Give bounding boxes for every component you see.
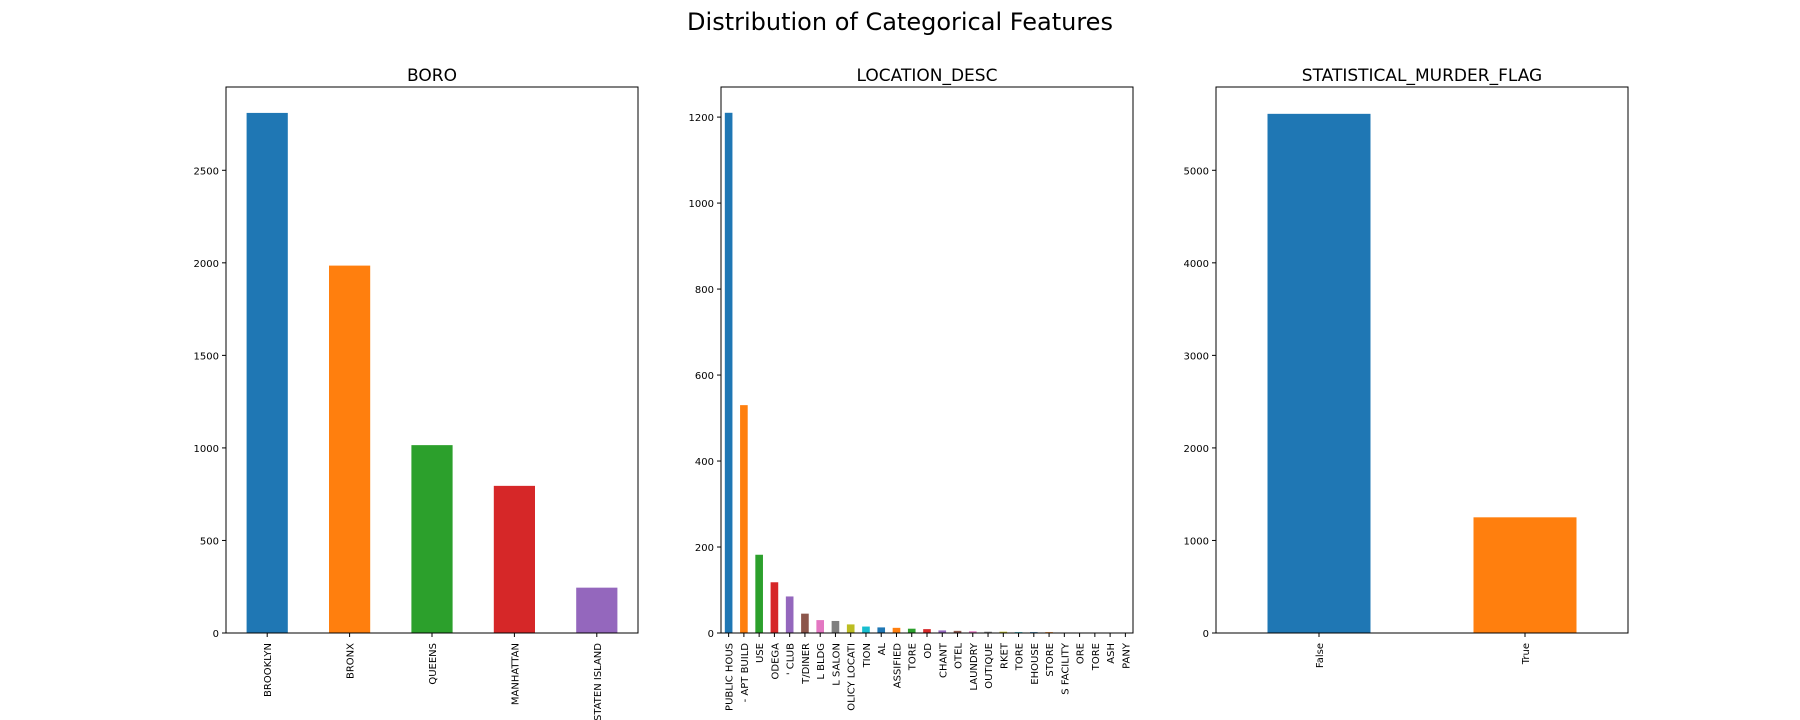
bar-1 [1267,113,1371,634]
x-tick-label: BRONX [346,643,357,679]
y-tick-label: 1500 [194,351,219,362]
bar-5 [785,596,794,633]
axes-frame [1215,86,1629,634]
subplot-3: STATISTICAL_MURDER_FLAG 0 1000 2000 3000 4000… [1184,66,1629,668]
y-tick-label: 2500 [194,166,219,177]
y-tick-label: 0 [213,629,219,640]
x-tick-label: PANY [1121,642,1132,669]
bar-14 [923,629,931,633]
x-tick-label: OUTIQUE [984,643,995,689]
y-tick-label: 2000 [194,259,219,270]
y-tick-label: 500 [200,536,219,547]
axes-frame [720,86,1134,634]
x-tick-label: OTEL [954,643,965,669]
y-tick-label: 0 [708,629,714,640]
x-tick-label: TORE [908,643,919,671]
x-tick-label: USE [755,643,766,663]
bar-5 [576,587,618,633]
bar-8 [831,620,840,633]
bar-1 [246,112,288,633]
x-tick-label: LAUNDRY [969,642,980,690]
bar-4 [770,582,779,633]
bar-17 [968,631,977,633]
bar-16 [953,630,962,633]
x-tick-label: L BLDG [816,643,827,680]
bar-7 [816,620,824,633]
y-tick-label: 200 [695,543,714,554]
x-tick-label: MANHATTAN [510,643,521,705]
x-tick-label: ASSIFIED [892,643,903,689]
bar-2 [1473,517,1577,633]
bar-1 [724,112,733,633]
x-tick-label: ASH [1106,643,1117,664]
x-tick-label: EHOUSE [1030,643,1041,685]
x-tick-label: BROOKLYN [263,643,274,697]
x-tick-label: OD [923,643,934,659]
y-tick-label: 1000 [194,444,219,455]
bar-18 [984,631,992,633]
subplot-2: LOCATION_DESC 0 200 400 600 800 1000 1200 PUBLIC… [689,66,1134,711]
bar-2 [329,265,371,633]
x-tick-label: True [1521,643,1532,665]
x-tick-label: ORE [1076,643,1087,664]
y-tick-label: 800 [695,285,714,296]
bar-3 [411,445,453,633]
y-tick-label: 1200 [689,113,714,124]
x-tick-label: False [1315,643,1326,668]
bar-2 [740,405,748,633]
x-tick-label: S FACILITY [1060,642,1071,695]
y-tick-label: 1000 [1184,536,1209,547]
bar-10 [862,626,870,633]
subplot-title: STATISTICAL_MURDER_FLAG [1302,66,1542,86]
x-tick-label: RKET [999,642,1010,669]
x-tick-label: ODEGA [770,643,781,680]
subplot-title: BORO [407,66,457,86]
x-tick-label: TORE [1015,643,1026,671]
x-tick-label: PUBLIC HOUS [725,643,736,711]
x-tick-label: AL [877,643,888,656]
y-tick-label: 1000 [689,199,714,210]
x-tick-label: T/DINER [801,643,812,685]
x-tick-label: ' CLUB [786,643,797,675]
y-tick-label: 0 [1203,629,1209,640]
y-tick-label: 5000 [1184,166,1209,177]
bar-12 [892,627,901,633]
bar-13 [907,628,916,633]
y-tick-label: 4000 [1184,259,1209,270]
bar-4 [493,485,535,633]
subplot-1: BORO 0 500 1000 1500 2000 2500 BROOKLYN BRONX QUE… [194,66,639,720]
y-tick-label: 600 [695,371,714,382]
x-tick-label: STATEN ISLAND [593,643,604,720]
bar-6 [801,613,809,633]
figure-title: Distribution of Categorical Features [687,8,1113,36]
x-tick-label: L SALON [831,643,842,686]
x-tick-label: CHANT [938,642,949,678]
x-tick-label: STORE [1045,643,1056,677]
x-tick-label: TION [862,643,873,668]
x-tick-label: QUEENS [428,643,439,685]
bar-11 [877,627,886,633]
y-tick-label: 3000 [1184,351,1209,362]
x-tick-label: TORE [1091,643,1102,671]
bar-3 [755,554,763,633]
bar-19 [999,631,1008,633]
subplot-title: LOCATION_DESC [857,66,998,86]
bar-15 [938,630,947,633]
x-tick-label: - APT BUILD [740,643,751,703]
y-tick-label: 400 [695,457,714,468]
bar-9 [846,624,855,633]
x-tick-label: OLICY LOCATI [847,643,858,711]
y-tick-label: 2000 [1184,444,1209,455]
